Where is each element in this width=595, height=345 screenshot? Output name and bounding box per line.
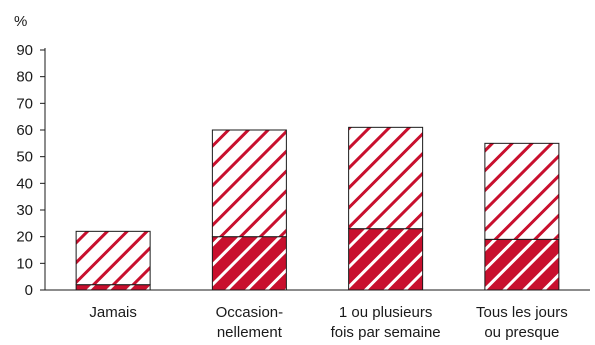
y-tick-label: 20	[16, 229, 33, 246]
x-category-label: 1 ou plusieurs fois par semaine	[331, 304, 441, 341]
bar-segment-upper	[484, 142, 560, 240]
y-tick-label: 10	[16, 255, 33, 272]
x-category-label: Jamais	[89, 304, 137, 321]
y-tick-label: 50	[16, 149, 33, 166]
y-tick-label: 0	[25, 282, 33, 299]
bar-segment-lower	[484, 238, 560, 291]
y-tick-label: 40	[16, 175, 33, 192]
x-category-label: Occasion-nellement	[216, 304, 284, 341]
y-axis-unit: %	[14, 13, 27, 30]
bars	[75, 126, 560, 291]
y-tick-label: 90	[16, 42, 33, 59]
bar-segment-lower	[348, 228, 424, 291]
x-axis-labels: Jamais Occasion-nellement 1 ou plusieurs fo…	[89, 304, 567, 341]
bar-segment-lower	[211, 236, 287, 291]
y-tick-label: 30	[16, 202, 33, 219]
x-category-label: Tous les jours ou presque	[476, 304, 568, 341]
bar-segment-upper	[348, 126, 424, 230]
bar-segment-upper	[211, 129, 287, 238]
bar-segment-upper	[75, 230, 151, 286]
bar-segment-lower	[75, 284, 151, 291]
y-tick-label: 70	[16, 95, 33, 112]
y-tick-label: 60	[16, 122, 33, 139]
y-tick-label: 80	[16, 69, 33, 86]
